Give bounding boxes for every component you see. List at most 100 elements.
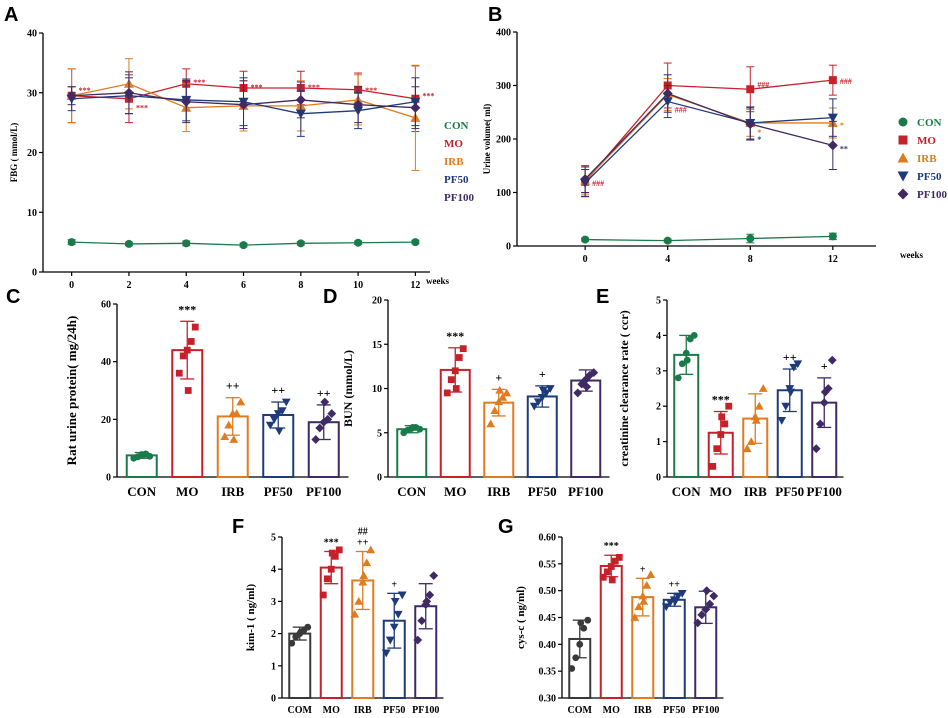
data-point <box>502 388 512 397</box>
significance-mark: + <box>640 564 646 575</box>
x-axis-label: weeks <box>900 250 923 260</box>
x-category-label: PF100 <box>807 484 842 499</box>
significance-mark: *** <box>324 537 339 548</box>
legend-marker <box>897 188 909 200</box>
data-point <box>827 355 837 365</box>
data-point <box>820 387 830 397</box>
y-tick-label: 4 <box>656 331 661 342</box>
series-line <box>584 92 834 180</box>
panel-label-f: F <box>232 516 244 538</box>
x-category-label: PF50 <box>528 484 557 499</box>
data-point <box>220 432 230 441</box>
data-point <box>533 398 543 407</box>
significance-mark: * <box>757 135 761 144</box>
y-tick-label: 0.40 <box>539 640 557 651</box>
data-point <box>366 545 376 554</box>
series-con <box>581 232 837 245</box>
significance-mark: ++ <box>669 579 681 590</box>
y-tick-label: 0.30 <box>539 694 557 705</box>
bar-group-irb <box>216 397 249 479</box>
data-point <box>191 323 199 331</box>
data-point <box>232 409 242 417</box>
panel-label-c: C <box>6 286 20 308</box>
data-point <box>661 603 671 612</box>
data-point <box>781 402 791 411</box>
legend-b: CON MO IRB PF50 PF100 <box>897 117 947 201</box>
data-point <box>827 140 838 151</box>
data-point <box>288 639 296 647</box>
data-point <box>725 402 733 410</box>
significance-mark: ++ <box>783 350 797 364</box>
bar-group-irb <box>630 570 656 700</box>
data-point <box>828 232 837 241</box>
bar-group-pf100 <box>811 355 838 478</box>
series-con <box>67 238 420 250</box>
data-point <box>459 345 467 353</box>
bar-group-com <box>568 616 592 700</box>
significance-mark: + <box>821 359 828 373</box>
data-point <box>451 367 459 375</box>
data-point <box>455 354 463 361</box>
chart-g: 0.30 0.35 0.40 0.45 0.50 0.55 0.60 cys-c ( ng/m… <box>515 533 724 716</box>
data-point <box>358 577 368 586</box>
bar-group-mo <box>599 553 623 699</box>
data-point <box>709 591 719 601</box>
bar-group-pf50 <box>661 589 687 699</box>
bar-group-irb <box>742 384 769 478</box>
data-point <box>315 423 325 433</box>
significance-mark: *** <box>79 86 91 95</box>
data-point <box>354 238 363 247</box>
bar-group-pf100 <box>413 571 439 699</box>
data-point <box>350 609 360 618</box>
data-point <box>320 397 330 407</box>
series-line <box>585 235 833 242</box>
y-tick-label: 0.60 <box>539 533 557 544</box>
x-category-label: COM <box>288 705 313 716</box>
significance-mark: *** <box>365 86 377 95</box>
significance-mark: ++ <box>226 379 240 393</box>
chart-b: 0 100 200 300 400 0 4 8 12 weeks Urine volume( ml)… <box>482 28 923 266</box>
bar-group-com <box>288 623 312 699</box>
y-tick-label: 0 <box>32 268 37 279</box>
significance-mark: *** <box>178 302 196 316</box>
legend-a-item-irb: IRB <box>444 156 464 168</box>
bar-group-con <box>673 332 700 478</box>
data-point <box>328 549 336 557</box>
data-point <box>746 437 756 445</box>
data-point <box>274 427 284 436</box>
bar <box>599 564 623 699</box>
y-axis-label: BUN (mmol/L) <box>341 350 355 427</box>
bar-group-pf100 <box>570 368 602 478</box>
data-point <box>319 591 327 599</box>
data-point <box>323 575 331 583</box>
significance-mark: *** <box>251 83 263 92</box>
y-tick-label: 2 <box>271 629 276 640</box>
y-tick-label: 5 <box>377 428 382 439</box>
data-point <box>677 589 687 598</box>
data-point <box>584 616 592 624</box>
data-point <box>490 406 500 415</box>
data-point <box>582 382 592 392</box>
data-point <box>273 410 283 418</box>
y-tick-label: 2 <box>656 402 661 413</box>
significance-mark: + <box>391 579 397 590</box>
y-axis-label: Rat urine protein( mg/24h) <box>64 316 79 466</box>
bar-group-pf50 <box>381 591 407 699</box>
bar-group-mo <box>439 345 471 479</box>
y-tick-label: 0 <box>656 473 661 484</box>
legend-b-item-pf100: PF100 <box>897 188 947 201</box>
data-point <box>789 363 799 372</box>
y-tick-label: 5 <box>656 296 661 307</box>
data-point <box>281 398 291 407</box>
bar <box>319 566 343 700</box>
data-point <box>236 397 246 406</box>
chart-a: 0 10 20 30 40 0 2 4 6 8 10 12 weeks FBG ( mmol/L) *** *… <box>9 29 449 292</box>
x-category-label: IRB <box>744 484 767 499</box>
significance-mark: ++ <box>357 537 369 548</box>
y-axis-label: kim-1 ( ng/ml) <box>245 584 257 652</box>
data-point <box>529 402 539 411</box>
y-tick-label: 3 <box>271 597 276 608</box>
data-point <box>362 558 372 567</box>
significance-mark: + <box>495 370 502 384</box>
y-tick-label: 20 <box>101 415 111 426</box>
